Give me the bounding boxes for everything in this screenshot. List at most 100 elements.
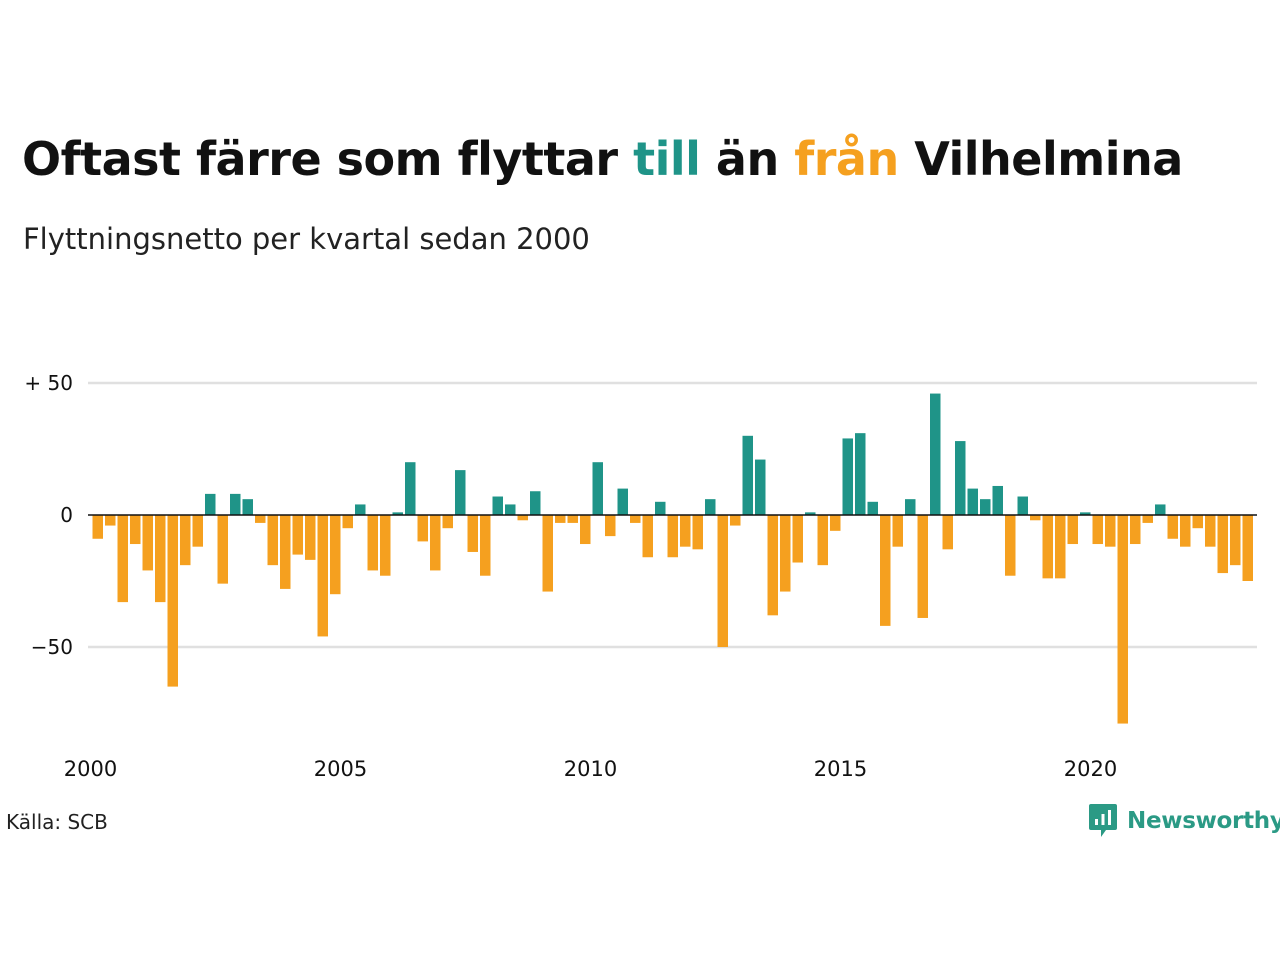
bar <box>567 515 578 523</box>
y-tick-labels: + 50 0 −50 <box>24 371 73 659</box>
y-tick-label: 0 <box>60 503 73 527</box>
bar <box>430 515 441 571</box>
bar <box>1242 515 1253 581</box>
bar <box>1055 515 1066 579</box>
bar <box>1017 496 1028 515</box>
bar <box>955 441 966 515</box>
bar <box>92 515 103 539</box>
bar <box>667 515 678 558</box>
newsworthy-logo: Newsworthy <box>1088 802 1280 840</box>
x-tick-labels: 2000 2005 2010 2015 2020 <box>64 757 1117 781</box>
bar <box>192 515 203 547</box>
bar <box>905 499 916 515</box>
bar <box>305 515 316 560</box>
bar <box>992 485 1003 515</box>
bar <box>830 515 841 531</box>
title-part-1: Oftast färre som flyttar <box>22 132 634 186</box>
bar <box>780 515 791 592</box>
bar <box>1042 515 1053 579</box>
bar <box>492 496 503 515</box>
x-tick-label: 2000 <box>64 757 117 781</box>
bar <box>592 462 603 515</box>
bar <box>1167 515 1178 539</box>
x-tick-label: 2020 <box>1064 757 1117 781</box>
bar <box>392 512 403 515</box>
bar <box>805 512 816 515</box>
bar <box>280 515 291 589</box>
title-part-3: än <box>700 132 795 186</box>
bar <box>1005 515 1016 576</box>
bar <box>205 493 216 515</box>
bar <box>867 501 878 515</box>
bar <box>442 515 453 529</box>
x-tick-label: 2005 <box>314 757 367 781</box>
bar <box>967 488 978 515</box>
bar <box>1217 515 1228 574</box>
bar <box>617 488 628 515</box>
bar <box>1067 515 1078 545</box>
source-note: Källa: SCB <box>6 810 108 834</box>
title-part-5: Vilhelmina <box>898 132 1183 186</box>
bar <box>255 515 266 523</box>
bar <box>655 501 666 515</box>
bar <box>1130 515 1141 545</box>
bar <box>1080 512 1091 515</box>
bar <box>767 515 778 616</box>
bar <box>1230 515 1241 566</box>
newsworthy-bar-chart-icon <box>1089 804 1117 837</box>
bar <box>455 470 466 515</box>
bar <box>142 515 153 571</box>
bar <box>467 515 478 552</box>
bar <box>605 515 616 537</box>
y-tick-label: −50 <box>31 635 73 659</box>
bar <box>367 515 378 571</box>
bar <box>530 491 541 515</box>
chart-subtitle: Flyttningsnetto per kvartal sedan 2000 <box>23 222 590 256</box>
bar <box>630 515 641 523</box>
bar <box>242 499 253 515</box>
bar <box>642 515 653 558</box>
bar <box>792 515 803 563</box>
logo-text: Newsworthy <box>1127 808 1280 834</box>
bar <box>942 515 953 550</box>
bar <box>417 515 428 542</box>
bar <box>730 515 741 526</box>
bar <box>117 515 128 603</box>
bar <box>180 515 191 566</box>
bar <box>1180 515 1191 547</box>
bar <box>930 393 941 515</box>
bar <box>1117 515 1128 724</box>
bar <box>405 462 416 515</box>
bar <box>230 493 241 515</box>
bar <box>167 515 178 687</box>
bar <box>1030 515 1041 521</box>
bar <box>580 515 591 545</box>
chart-title: Oftast färre som flyttar till än från Vi… <box>22 132 1183 186</box>
bar <box>1142 515 1153 523</box>
bar <box>480 515 491 576</box>
bar <box>155 515 166 603</box>
bar <box>917 515 928 618</box>
bar <box>692 515 703 550</box>
bar <box>517 515 528 521</box>
bar <box>1155 504 1166 515</box>
bar <box>217 515 228 584</box>
bar <box>1192 515 1203 529</box>
bar <box>542 515 553 592</box>
x-tick-label: 2015 <box>814 757 867 781</box>
x-tick-label: 2010 <box>564 757 617 781</box>
bar <box>880 515 891 626</box>
bar <box>680 515 691 547</box>
bar <box>342 515 353 529</box>
bar <box>855 433 866 515</box>
y-tick-label: + 50 <box>24 371 73 395</box>
bar <box>317 515 328 637</box>
bar <box>505 504 516 515</box>
bar <box>1092 515 1103 545</box>
bar <box>705 499 716 515</box>
bar <box>817 515 828 566</box>
bar <box>980 499 991 515</box>
bar <box>1205 515 1216 547</box>
bar <box>742 435 753 515</box>
bars <box>92 393 1253 724</box>
